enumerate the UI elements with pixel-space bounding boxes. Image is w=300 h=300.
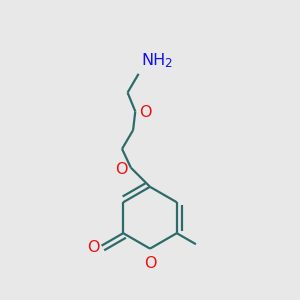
Text: O: O <box>144 256 156 271</box>
Text: O: O <box>115 162 127 177</box>
Text: NH: NH <box>142 53 166 68</box>
Text: O: O <box>139 105 151 120</box>
Text: 2: 2 <box>164 57 171 70</box>
Text: O: O <box>87 240 99 255</box>
